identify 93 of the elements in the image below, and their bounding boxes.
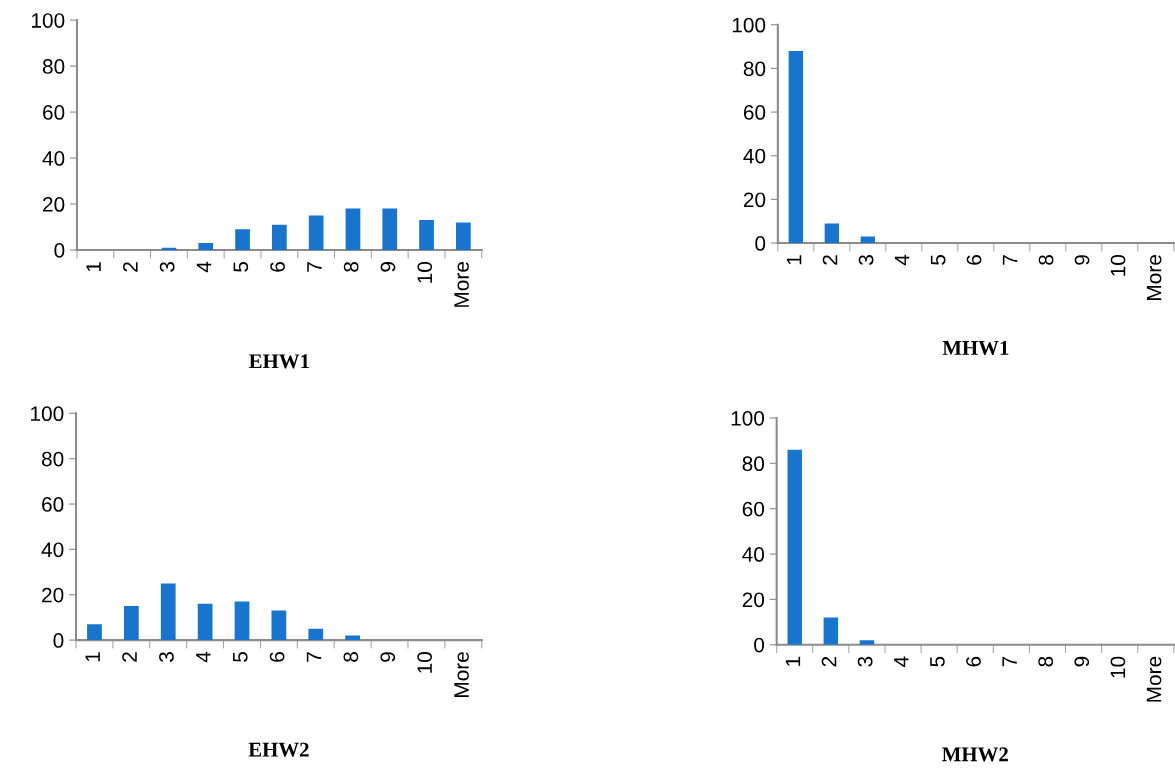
x-tick-label: 4 xyxy=(196,651,211,663)
x-tick-label: 10 xyxy=(417,652,433,673)
bar xyxy=(860,236,876,244)
x-tick-label: 8 xyxy=(1038,255,1054,265)
x-tick-label: 4 xyxy=(196,261,212,273)
y-tick-label: 20 xyxy=(42,587,64,603)
y-tick-label: 80 xyxy=(743,61,766,77)
x-tick-label: 9 xyxy=(1074,656,1090,667)
x-tick-label: 3 xyxy=(858,255,874,265)
y-tick-label: 100 xyxy=(31,406,64,422)
x-tick-label: More xyxy=(454,652,469,697)
x-tick-label: 1 xyxy=(86,262,101,272)
y-tick-label: 0 xyxy=(754,637,765,653)
bar xyxy=(308,628,324,641)
x-tick-label: 2 xyxy=(822,255,838,265)
x-tick-label: 7 xyxy=(1002,656,1017,667)
bar xyxy=(198,243,214,250)
x-tick-label: 6 xyxy=(966,656,981,667)
bar xyxy=(345,635,361,641)
bar xyxy=(788,50,804,244)
text: EHW1 xyxy=(249,354,309,369)
x-tick-label: 6 xyxy=(269,652,285,662)
x-tick-label: 9 xyxy=(1074,255,1090,265)
y-tick-label: 40 xyxy=(742,547,765,562)
bar xyxy=(197,603,213,641)
x-tick-label: 5 xyxy=(233,261,249,272)
y-tick-label: 40 xyxy=(42,151,65,166)
bar xyxy=(272,224,287,250)
bar xyxy=(345,208,361,250)
y-tick-label: 20 xyxy=(43,197,65,212)
y-tick-label: 40 xyxy=(41,542,64,558)
x-tick-label: 10 xyxy=(417,261,433,283)
bar xyxy=(419,220,434,250)
x-tick-label: 10 xyxy=(1110,254,1126,276)
x-tick-label: 8 xyxy=(343,652,359,662)
x-tick-label: 9 xyxy=(380,262,396,272)
bar xyxy=(87,624,102,641)
bar xyxy=(455,222,471,250)
x-tick-label: 1 xyxy=(785,656,801,666)
y-tick-label: 100 xyxy=(731,410,765,426)
x-tick-label: 3 xyxy=(857,656,873,667)
x-tick-label: 5 xyxy=(930,656,945,667)
x-tick-label: 7 xyxy=(307,262,322,272)
bar xyxy=(160,583,176,641)
text: EHW2 xyxy=(248,742,309,757)
x-tick-label: More xyxy=(1146,656,1162,702)
text: MHW1 xyxy=(942,341,1009,356)
x-tick-label: 1 xyxy=(786,255,802,265)
y-tick-label: 40 xyxy=(743,148,766,164)
x-tick-label: 9 xyxy=(380,652,396,662)
y-tick-label: 60 xyxy=(43,105,65,120)
y-tick-label: 100 xyxy=(31,13,65,28)
x-tick-label: 7 xyxy=(306,652,322,662)
y-tick-label: 60 xyxy=(742,501,765,517)
x-tick-label: More xyxy=(1146,255,1162,300)
y-tick-label: 0 xyxy=(54,243,65,258)
y-tick-label: 80 xyxy=(42,59,65,74)
bar xyxy=(382,208,398,250)
x-tick-label: 4 xyxy=(894,254,910,266)
x-tick-label: 3 xyxy=(159,652,174,662)
x-tick-label: 3 xyxy=(159,262,175,272)
y-tick-label: 0 xyxy=(755,236,766,251)
x-tick-label: 5 xyxy=(233,652,248,662)
x-tick-label: 10 xyxy=(1110,656,1126,678)
x-tick-label: 2 xyxy=(122,652,137,662)
x-tick-label: 2 xyxy=(123,262,138,272)
bar xyxy=(787,449,802,645)
text: MHW2 xyxy=(942,747,1008,762)
x-tick-label: 7 xyxy=(1002,255,1018,265)
x-tick-label: 1 xyxy=(85,652,100,662)
y-tick-label: 80 xyxy=(742,456,765,472)
y-tick-label: 60 xyxy=(743,105,766,120)
x-tick-label: 2 xyxy=(821,656,837,667)
y-tick-label: 80 xyxy=(41,451,64,467)
y-tick-label: 20 xyxy=(742,592,765,608)
y-tick-label: 60 xyxy=(42,497,64,512)
x-tick-label: 4 xyxy=(894,656,909,667)
x-tick-label: 8 xyxy=(343,262,359,272)
bar xyxy=(123,606,139,641)
y-tick-label: 20 xyxy=(743,192,766,208)
x-tick-label: 8 xyxy=(1038,656,1054,667)
bar xyxy=(235,229,250,250)
bar xyxy=(271,610,287,641)
bar xyxy=(234,601,250,641)
bar xyxy=(824,223,840,244)
x-tick-label: More xyxy=(454,262,469,307)
y-tick-label: 100 xyxy=(732,17,766,33)
x-tick-label: 5 xyxy=(930,255,946,265)
bar xyxy=(823,617,839,645)
x-tick-label: 6 xyxy=(270,262,285,272)
y-tick-label: 0 xyxy=(53,633,64,648)
x-tick-label: 6 xyxy=(966,255,982,265)
bar xyxy=(308,215,324,250)
